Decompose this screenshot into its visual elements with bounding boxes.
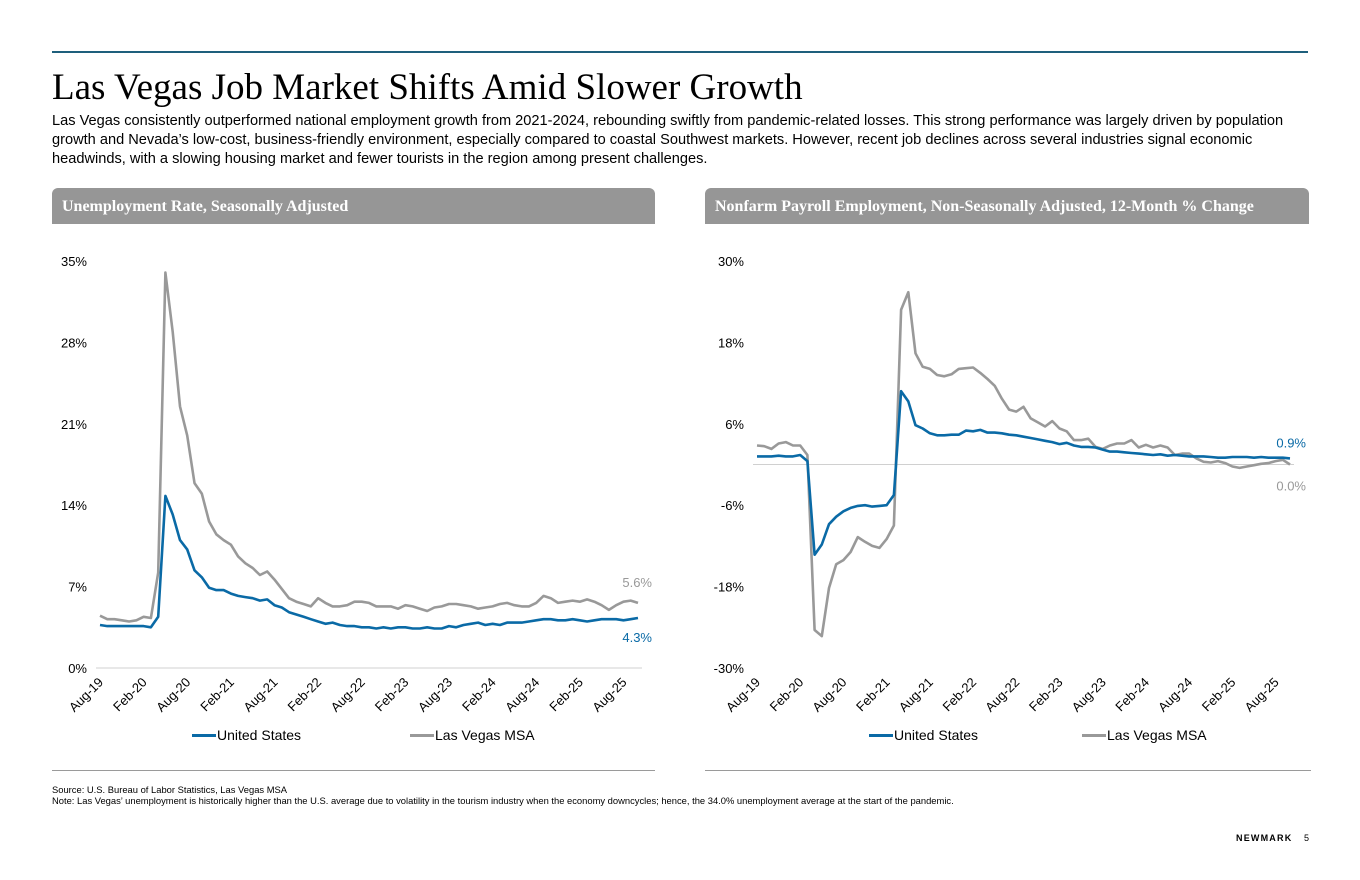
unemployment-ytick-label: 35% <box>61 254 87 269</box>
payroll-ytick-label: -30% <box>714 661 745 676</box>
top-rule <box>52 51 1308 53</box>
legend-label-us: United States <box>894 727 979 743</box>
payroll-xtick-label: Feb-25 <box>1199 675 1239 715</box>
unemployment-ytick-label: 7% <box>68 580 87 595</box>
unemployment-chart-title: Unemployment Rate, Seasonally Adjusted <box>52 188 655 224</box>
payroll-xtick-label: Feb-21 <box>853 675 893 715</box>
payroll-ytick-label: 6% <box>725 417 744 432</box>
unemployment-xtick-label: Aug-20 <box>153 675 193 715</box>
legend-swatch-us <box>869 733 893 737</box>
unemployment-end-label: 5.6% <box>622 575 652 590</box>
left-bottom-rule <box>52 770 655 771</box>
unemployment-series-united-states <box>99 494 639 630</box>
unemployment-xtick-label: Feb-25 <box>546 675 586 715</box>
page-number: 5 <box>1304 833 1310 843</box>
unemployment-xtick-label: Aug-21 <box>240 675 280 715</box>
payroll-xtick-label: Feb-23 <box>1026 675 1066 715</box>
intro-paragraph: Las Vegas consistently outperformed nati… <box>52 113 1284 167</box>
unemployment-xtick-label: Aug-19 <box>66 675 106 715</box>
payroll-end-label: 0.0% <box>1276 479 1306 494</box>
unemployment-ytick-label: 0% <box>68 661 87 676</box>
unemployment-xtick-label: Feb-20 <box>110 675 150 715</box>
payroll-end-label: 0.9% <box>1276 435 1306 450</box>
payroll-legend-lv: Las Vegas MSA <box>1082 727 1207 743</box>
payroll-series-united-states <box>757 389 1291 557</box>
unemployment-ytick-label: 21% <box>61 417 87 432</box>
payroll-series-las-vegas <box>756 290 1291 638</box>
payroll-xtick-label: Feb-20 <box>767 675 807 715</box>
payroll-xtick-label: Aug-22 <box>982 675 1022 715</box>
legend-label-lv: Las Vegas MSA <box>1107 727 1207 743</box>
payroll-chart-title: Nonfarm Payroll Employment, Non-Seasonal… <box>705 188 1309 224</box>
source-text: Source: U.S. Bureau of Labor Statistics,… <box>52 784 288 795</box>
unemployment-end-label: 4.3% <box>622 630 652 645</box>
unemployment-xtick-label: Aug-24 <box>502 675 542 715</box>
unemployment-xtick-label: Aug-25 <box>589 675 629 715</box>
unemployment-legend-us: United States <box>192 727 301 743</box>
payroll-legend-us: United States <box>869 727 978 743</box>
payroll-xtick-label: Aug-23 <box>1069 675 1109 715</box>
brand-logo: NEWMARK <box>1236 833 1293 843</box>
unemployment-xtick-label: Feb-22 <box>284 675 324 715</box>
unemployment-xtick-label: Aug-22 <box>328 675 368 715</box>
payroll-xtick-label: Aug-19 <box>723 675 763 715</box>
payroll-ytick-label: 18% <box>718 335 744 350</box>
unemployment-ytick-label: 14% <box>61 498 87 513</box>
right-bottom-rule <box>705 770 1311 771</box>
payroll-xtick-label: Feb-24 <box>1112 675 1152 715</box>
note-text: Note: Las Vegas’ unemployment is histori… <box>52 795 954 806</box>
unemployment-legend-lv: Las Vegas MSA <box>410 727 535 743</box>
payroll-xtick-label: Feb-22 <box>939 675 979 715</box>
unemployment-xtick-label: Aug-23 <box>415 675 455 715</box>
legend-swatch-lv <box>410 733 434 737</box>
payroll-xtick-label: Aug-25 <box>1241 675 1281 715</box>
payroll-ytick-label: -18% <box>714 580 745 595</box>
legend-swatch-us <box>192 733 216 737</box>
payroll-ytick-label: -6% <box>721 498 745 513</box>
payroll-xtick-label: Aug-20 <box>809 675 849 715</box>
unemployment-xtick-label: Feb-21 <box>197 675 237 715</box>
page-title: Las Vegas Job Market Shifts Amid Slower … <box>52 67 803 108</box>
payroll-xtick-label: Aug-24 <box>1155 675 1195 715</box>
unemployment-xtick-label: Feb-23 <box>372 675 412 715</box>
legend-label-us: United States <box>217 727 302 743</box>
source-notes: Source: U.S. Bureau of Labor Statistics,… <box>52 784 954 806</box>
legend-swatch-lv <box>1082 733 1106 737</box>
legend-label-lv: Las Vegas MSA <box>435 727 535 743</box>
payroll-xtick-label: Aug-21 <box>896 675 936 715</box>
unemployment-xtick-label: Feb-24 <box>459 675 499 715</box>
payroll-ytick-label: 30% <box>718 254 744 269</box>
unemployment-series-las-vegas <box>99 271 639 623</box>
unemployment-ytick-label: 28% <box>61 335 87 350</box>
